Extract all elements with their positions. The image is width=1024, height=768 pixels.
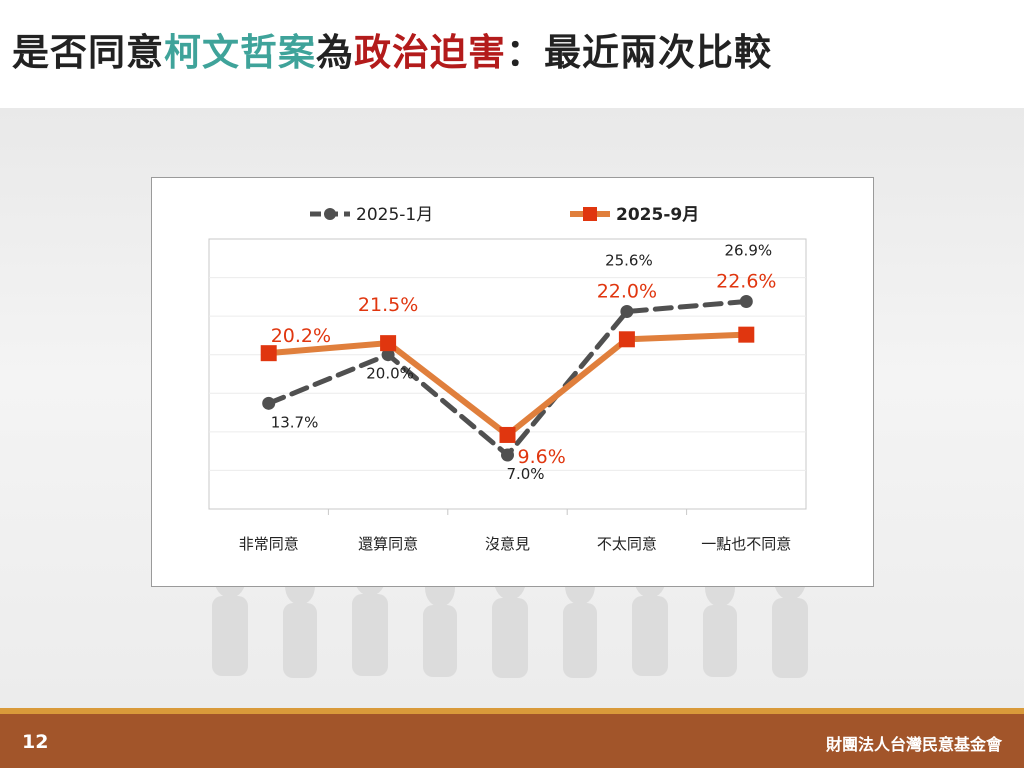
data-label-2025-01: 25.6% — [605, 252, 653, 270]
title-part-2: 柯文哲案 — [164, 31, 316, 74]
legend-label-series-1: 2025-1月 — [356, 205, 433, 225]
data-label-2025-01: 20.0% — [366, 365, 414, 383]
category-label: 不太同意 — [597, 535, 657, 553]
category-label: 非常同意 — [239, 535, 299, 553]
data-point-2025-01 — [739, 294, 753, 308]
title-part-4: 政治迫害 — [354, 31, 506, 74]
line-chart: 非常同意 還算同意 沒意見 不太同意 一點也不同意 2025-1月 2025-9月 13.7%… — [208, 205, 807, 553]
chart-panel: 非常同意 還算同意 沒意見 不太同意 一點也不同意 2025-1月 2025-9月 13.7%… — [151, 177, 874, 587]
footer-bar: 12 財團法人台灣民意基金會 — [0, 714, 1024, 768]
organization-name: 財團法人台灣民意基金會 — [825, 735, 1002, 754]
title-part-1: 是否同意 — [12, 31, 164, 74]
data-label-2025-01: 13.7% — [271, 413, 319, 431]
page-number: 12 — [22, 731, 49, 753]
data-label-2025-09: 21.5% — [358, 294, 418, 316]
title-part-5: ：最近兩次比較 — [506, 31, 772, 74]
data-label-2025-01: 7.0% — [506, 465, 544, 483]
data-label-2025-09: 22.6% — [716, 270, 776, 292]
data-label-2025-09: 9.6% — [518, 446, 566, 468]
data-label-2025-09: 22.0% — [597, 281, 657, 303]
data-point-2025-01 — [381, 348, 395, 362]
category-label: 一點也不同意 — [701, 535, 791, 553]
legend-marker-series-2 — [583, 207, 597, 221]
data-point-2025-09 — [738, 326, 755, 343]
data-label-2025-09: 20.2% — [271, 325, 331, 347]
data-point-2025-09 — [260, 345, 277, 362]
data-point-2025-09 — [499, 426, 516, 443]
data-point-2025-09 — [380, 335, 397, 352]
data-point-2025-01 — [501, 448, 514, 462]
data-point-2025-01 — [620, 305, 634, 319]
data-point-2025-09 — [618, 331, 635, 348]
page-title: 是否同意柯文哲案為政治迫害：最近兩次比較 — [12, 22, 772, 76]
footer-accent-line — [0, 708, 1024, 714]
title-bar: 是否同意柯文哲案為政治迫害：最近兩次比較 — [0, 0, 1024, 108]
category-label: 還算同意 — [358, 535, 418, 553]
category-label: 沒意見 — [485, 535, 530, 553]
legend-marker-series-1 — [324, 208, 336, 220]
plot-area-border — [208, 238, 807, 510]
data-label-2025-01: 26.9% — [724, 241, 772, 259]
legend-label-series-2: 2025-9月 — [616, 205, 699, 225]
series-line-2025-09 — [268, 331, 747, 438]
title-part-3: 為 — [316, 31, 354, 74]
data-point-2025-01 — [262, 396, 276, 410]
